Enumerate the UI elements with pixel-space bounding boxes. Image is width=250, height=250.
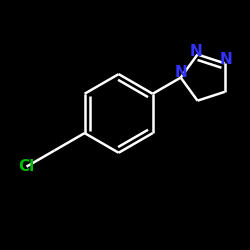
Text: N: N	[220, 52, 232, 67]
Text: Cl: Cl	[18, 159, 35, 174]
Text: N: N	[174, 65, 187, 80]
Text: N: N	[190, 44, 203, 59]
